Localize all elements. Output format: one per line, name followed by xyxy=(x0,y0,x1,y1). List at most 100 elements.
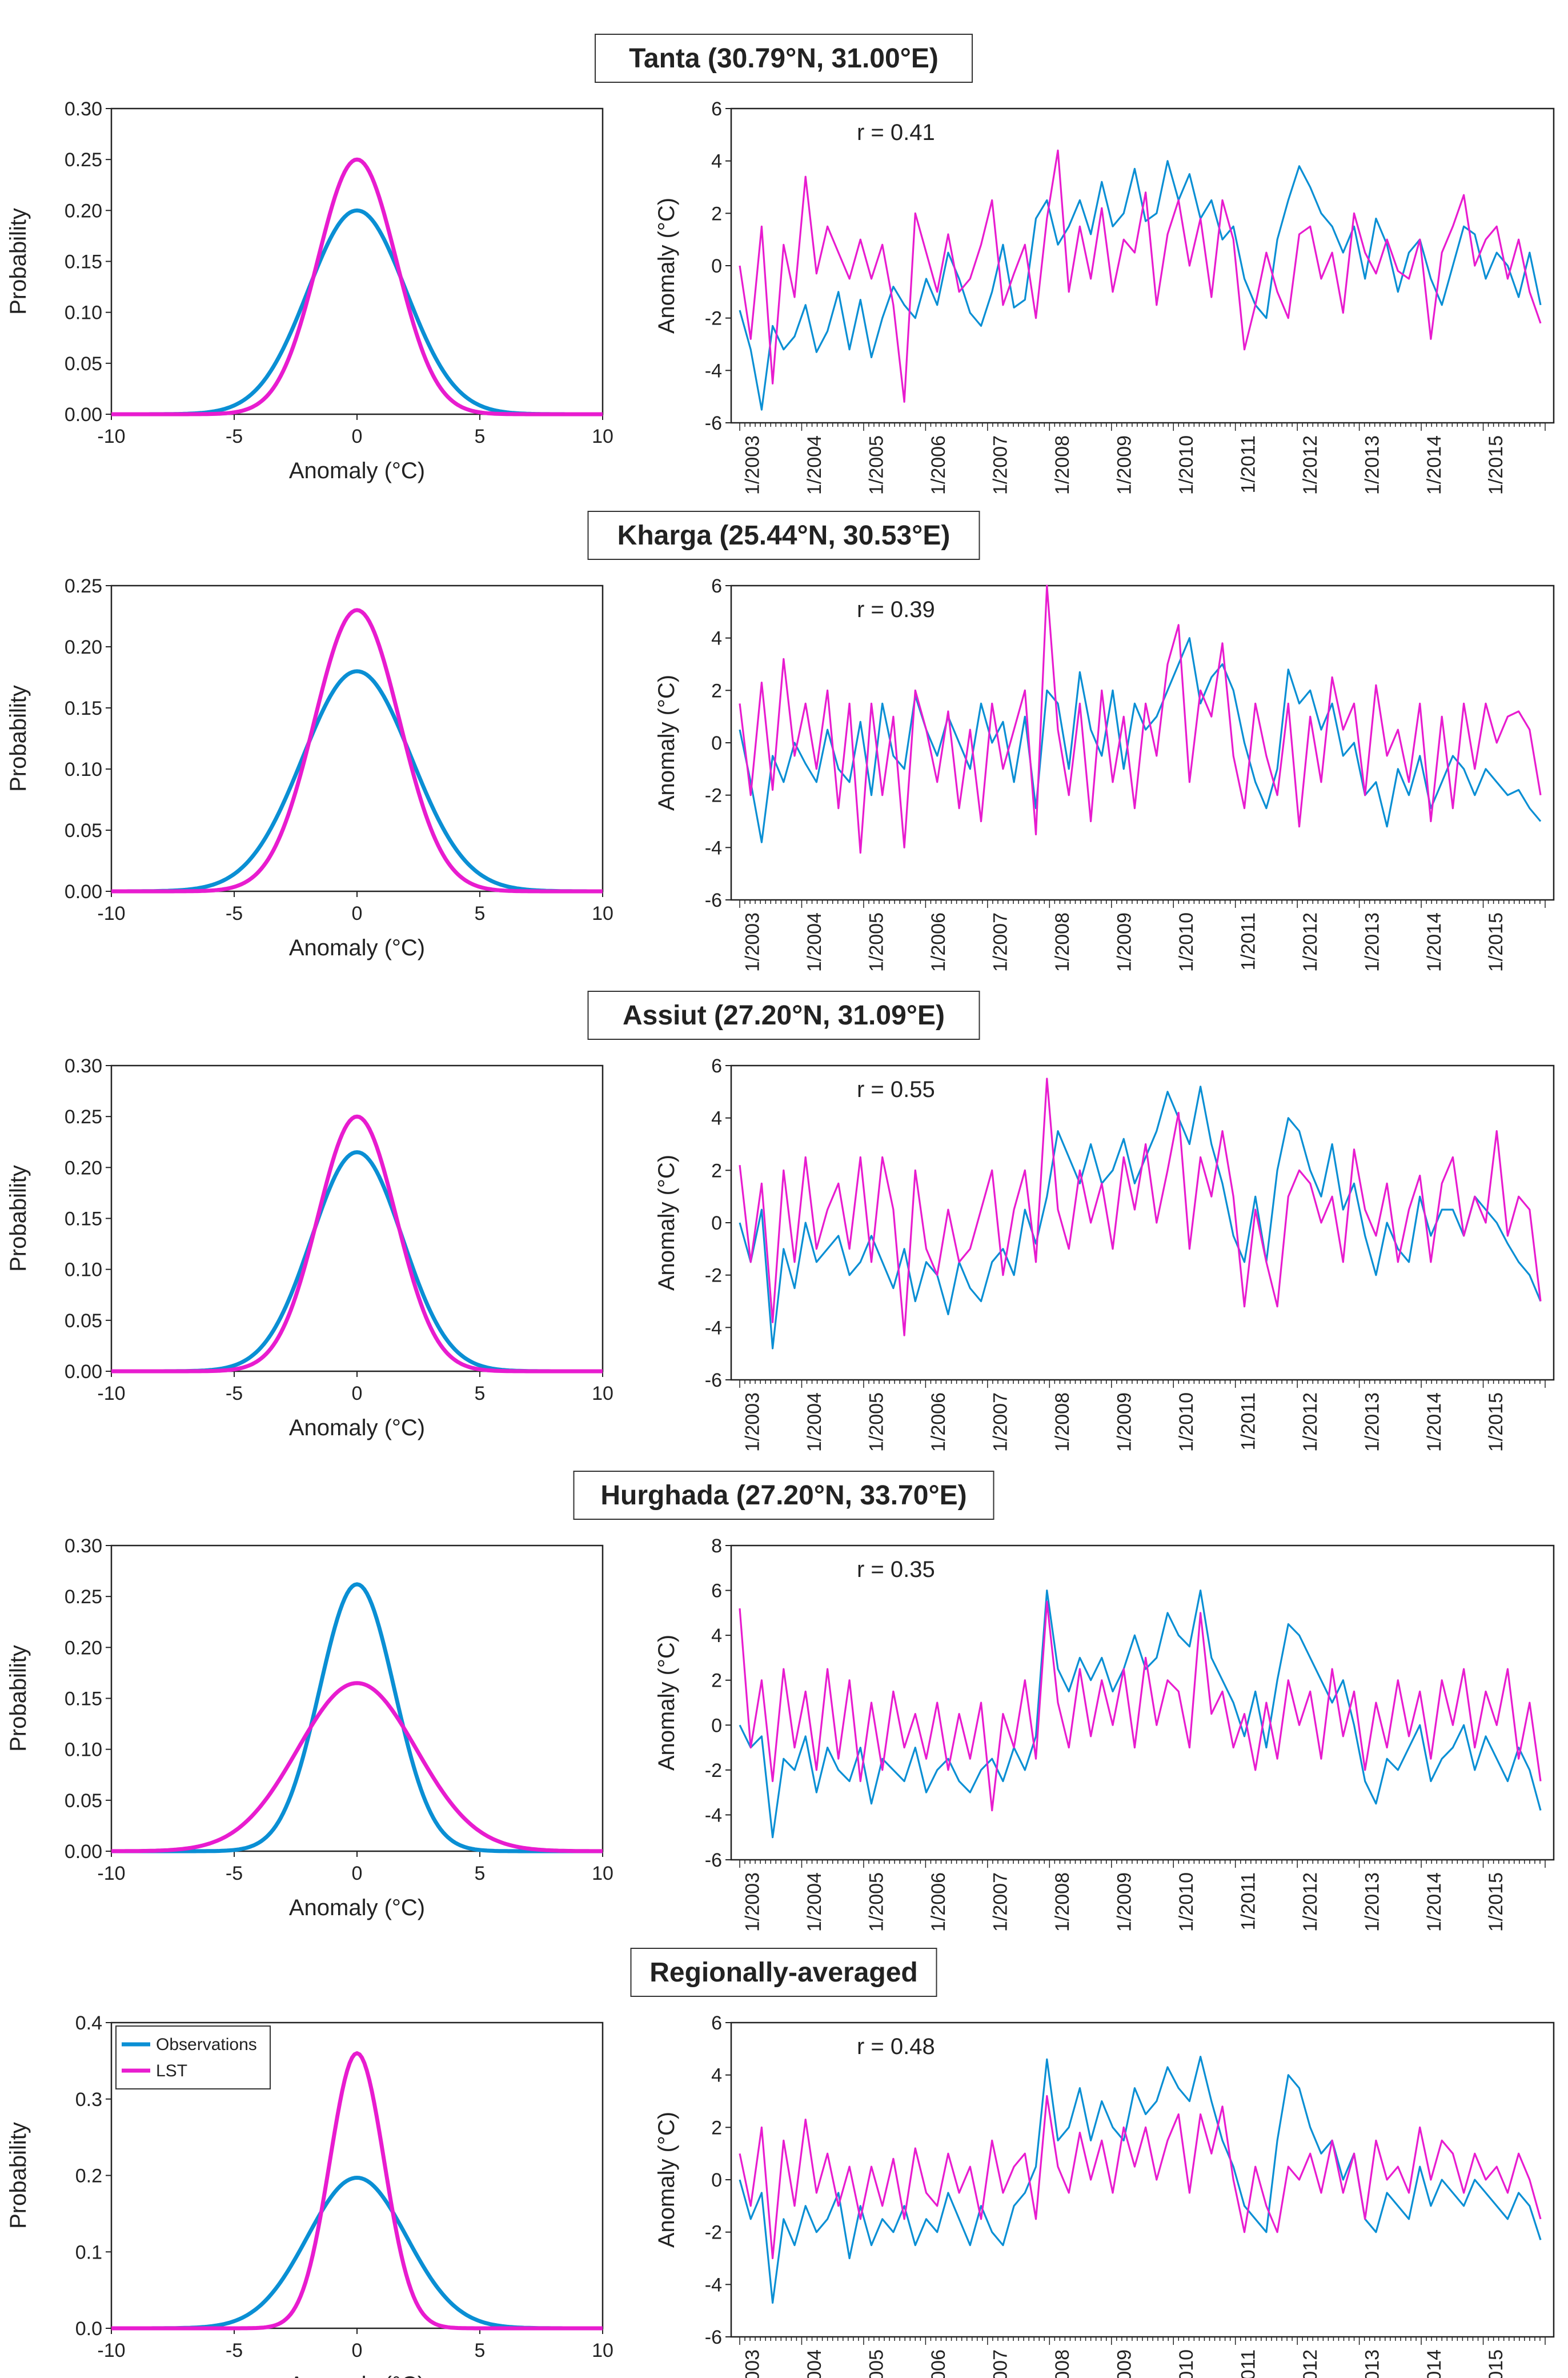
ts-x-tick-label: 1/2011 xyxy=(1237,912,1259,970)
ts-x-tick-label: 1/2007 xyxy=(990,1872,1012,1932)
ts-x-tick-label: 1/2006 xyxy=(928,435,949,495)
panel-title: Kharga (25.44°N, 30.53°E) xyxy=(617,521,951,551)
ts-y-axis-label: Anomaly (°C) xyxy=(654,2112,679,2248)
correlation-label: r = 0.39 xyxy=(857,597,935,622)
ts-x-tick-label: 1/2007 xyxy=(990,1392,1012,1452)
pdf-chart: 0.00 0.05 0.10 0.15 0.20 0.25 0.30 -10 -5 0 5 10 Ano… xyxy=(6,1055,613,1440)
ts-x-tick-label: 1/2013 xyxy=(1361,912,1383,972)
ts-x-tick-label: 1/2010 xyxy=(1176,912,1197,972)
pdf-y-tick-label: 0.30 xyxy=(65,1535,102,1557)
ts-x-tick-label: 1/2007 xyxy=(990,435,1012,495)
pdf-x-tick-label: 5 xyxy=(475,1863,486,1884)
panel-1: Tanta (30.79°N, 31.00°E) 0.00 0.05 0.10 0.15… xyxy=(6,34,1555,495)
ts-x-tick-label: 1/2004 xyxy=(804,435,825,495)
pdf-curve-observations xyxy=(111,669,603,894)
ts-y-tick-label: 4 xyxy=(711,2065,722,2087)
correlation-label: r = 0.35 xyxy=(857,1557,935,1582)
ts-y-tick-label: -4 xyxy=(705,360,722,382)
ts-x-tick-label: 1/2010 xyxy=(1176,435,1197,495)
pdf-y-tick-label: 0.30 xyxy=(65,98,102,120)
pdf-x-tick-label: 0 xyxy=(352,2340,363,2361)
pdf-y-tick-label: 0.05 xyxy=(65,353,102,375)
pdf-curve-lst xyxy=(111,608,603,894)
ts-y-axis-label: Anomaly (°C) xyxy=(654,1635,679,1771)
ts-y-tick-label: 4 xyxy=(711,1625,722,1647)
correlation-label: r = 0.48 xyxy=(857,2034,935,2059)
ts-y-tick-label: 6 xyxy=(711,98,722,120)
pdf-y-axis-label: Probability xyxy=(6,2122,31,2229)
pdf-y-tick-label: 0.00 xyxy=(65,1841,102,1863)
pdf-y-tick-label: 0.15 xyxy=(65,1688,102,1710)
ts-y-axis-label: Anomaly (°C) xyxy=(654,1155,679,1291)
ts-x-tick-label: 1/2006 xyxy=(928,1392,949,1452)
pdf-x-tick-label: 5 xyxy=(475,2340,486,2361)
ts-y-axis-label: Anomaly (°C) xyxy=(654,198,679,334)
pdf-y-tick-label: 0.25 xyxy=(65,1586,102,1608)
ts-y-tick-label: -6 xyxy=(705,1849,722,1871)
pdf-y-tick-label: 0.05 xyxy=(65,820,102,842)
ts-y-tick-label: 0 xyxy=(711,2169,722,2191)
ts-y-tick-label: 6 xyxy=(711,575,722,597)
panel-title: Regionally-averaged xyxy=(649,1957,918,1988)
ts-x-tick-label: 1/2015 xyxy=(1485,435,1507,495)
ts-x-tick-label: 1/2004 xyxy=(804,1392,825,1452)
pdf-y-tick-label: 0.15 xyxy=(65,251,102,273)
ts-x-tick-label: 1/2009 xyxy=(1113,912,1135,972)
pdf-y-tick-label: 0.30 xyxy=(65,1055,102,1077)
panel-title-box xyxy=(587,991,980,1040)
panel-4: Hurghada (27.20°N, 33.70°E)0.000.050.100… xyxy=(6,1471,1555,1932)
ts-y-tick-label: -4 xyxy=(705,2274,722,2296)
pdf-x-tick-label: -10 xyxy=(97,2340,125,2361)
pdf-y-tick-label: 0.00 xyxy=(65,881,102,903)
pdf-y-tick-label: 0.25 xyxy=(65,575,102,597)
pdf-curve-lst xyxy=(111,1114,603,1374)
ts-x-tick-label: 1/2006 xyxy=(928,912,949,972)
panel-title-box xyxy=(573,1471,994,1520)
ts-x-tick-label: 1/2005 xyxy=(866,435,888,495)
ts-x-tick-label: 1/2007 xyxy=(990,912,1012,972)
ts-y-tick-label: -2 xyxy=(705,1265,722,1287)
pdf-y-tick-label: 0.15 xyxy=(65,698,102,719)
pdf-y-tick-label: 0.10 xyxy=(65,1259,102,1281)
ts-y-tick-label: -4 xyxy=(705,1804,722,1826)
ts-y-tick-label: -2 xyxy=(705,785,722,807)
ts-x-tick-label: 1/2011 xyxy=(1237,1872,1259,1930)
timeseries-chart: -6 -4 -2 0 2 4 6 Anomaly (°C) 1/2003 1/2004 1/2005… xyxy=(654,575,1555,972)
ts-y-tick-label: 8 xyxy=(711,1535,722,1557)
ts-y-tick-label: 0 xyxy=(711,255,722,277)
panel-2: Kharga (25.44°N, 30.53°E) 0.00 0.05 0.10 0.1… xyxy=(6,511,1555,972)
pdf-curve-observations xyxy=(111,208,603,417)
ts-x-tick-label: 1/2013 xyxy=(1361,1392,1383,1452)
ts-x-tick-label: 1/2006 xyxy=(928,2349,949,2378)
ts-y-tick-label: 4 xyxy=(711,628,722,650)
ts-x-tick-label: 1/2004 xyxy=(804,912,825,972)
ts-x-tick-label: 1/2008 xyxy=(1052,1392,1073,1452)
pdf-x-tick-label: -10 xyxy=(97,426,125,447)
ts-line-observations xyxy=(739,1590,1542,1839)
ts-x-tick-label: 1/2003 xyxy=(742,1872,764,1932)
panel-title: Tanta (30.79°N, 31.00°E) xyxy=(629,43,939,74)
pdf-y-tick-label: 0.10 xyxy=(65,759,102,780)
ts-x-tick-label: 1/2013 xyxy=(1361,1872,1383,1932)
pdf-chart: 0.0 0.1 0.2 0.3 0.4 -10 -5 0 5 10 Anomaly (°C) Prob… xyxy=(6,2012,613,2378)
correlation-label: r = 0.41 xyxy=(857,120,935,145)
ts-line-observations xyxy=(739,160,1542,411)
pdf-plot-frame xyxy=(110,107,604,415)
ts-x-tick-label: 1/2008 xyxy=(1052,435,1073,495)
ts-y-tick-label: -6 xyxy=(705,890,722,911)
pdf-x-axis-label: Anomaly (°C) xyxy=(289,458,425,483)
ts-plot-frame xyxy=(730,1064,1555,1381)
pdf-x-tick-label: 0 xyxy=(352,903,363,924)
ts-y-tick-label: -2 xyxy=(705,308,722,330)
ts-x-tick-label: 1/2015 xyxy=(1485,2349,1507,2378)
ts-x-tick-label: 1/2009 xyxy=(1113,2349,1135,2378)
ts-x-tick-label: 1/2005 xyxy=(866,1392,888,1452)
pdf-y-axis-label: Probability xyxy=(6,1165,31,1272)
ts-y-tick-label: 4 xyxy=(711,151,722,173)
ts-line-lst xyxy=(739,1078,1542,1336)
panel-title: Assiut (27.20°N, 31.09°E) xyxy=(623,1000,945,1031)
ts-x-tick-label: 1/2014 xyxy=(1423,1392,1445,1452)
pdf-x-tick-label: 10 xyxy=(592,1383,613,1404)
